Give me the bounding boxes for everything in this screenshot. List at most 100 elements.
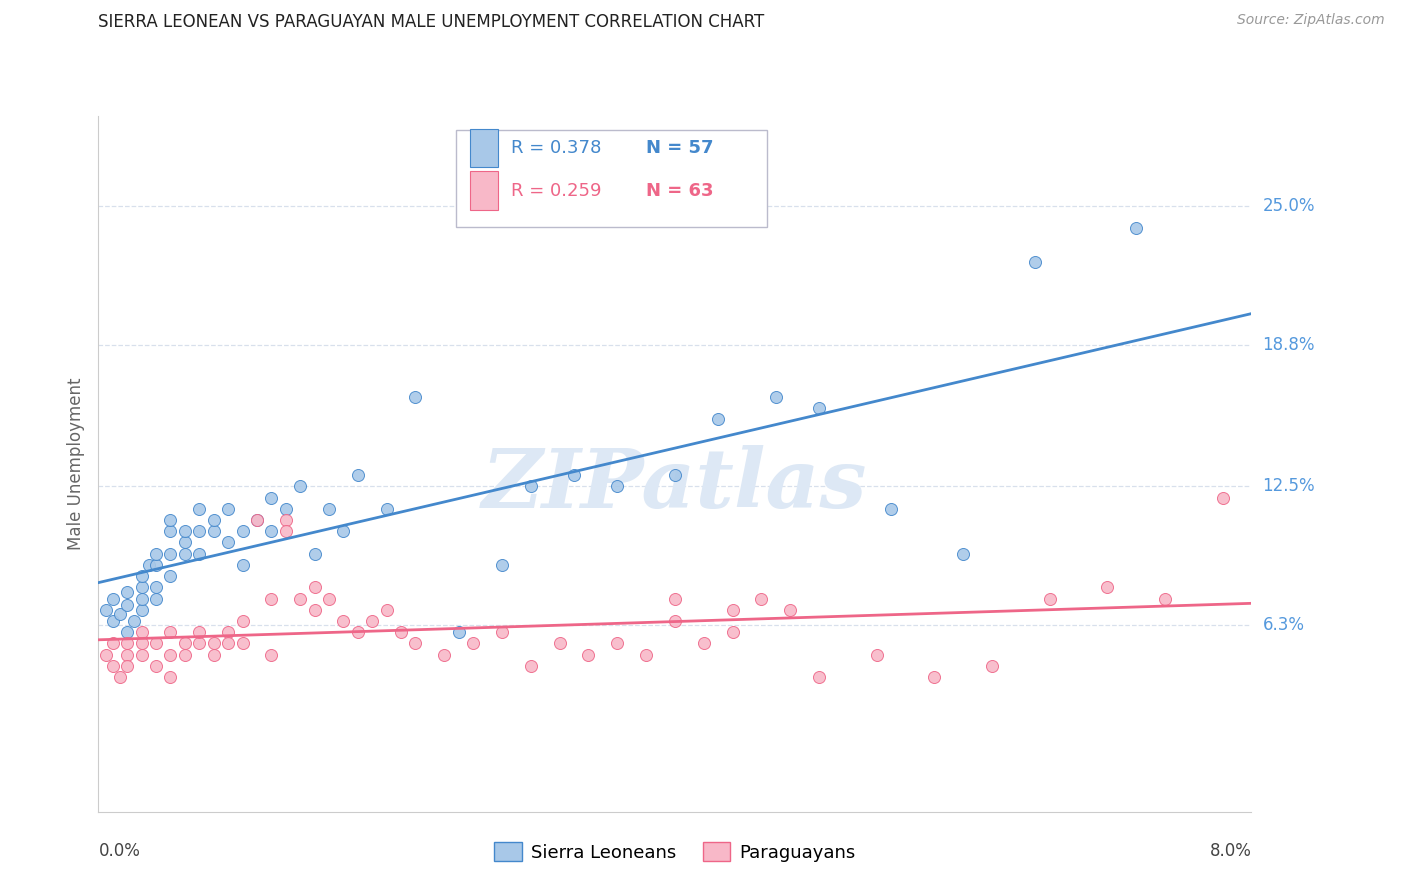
Text: 12.5%: 12.5% <box>1263 477 1315 495</box>
Point <box>188 625 211 640</box>
Text: 8.0%: 8.0% <box>1209 842 1251 860</box>
Point <box>304 547 326 561</box>
Point <box>145 580 167 594</box>
Point <box>693 636 716 650</box>
Point <box>174 524 197 538</box>
Text: N = 63: N = 63 <box>647 182 714 200</box>
Point <box>751 591 773 606</box>
Text: N = 57: N = 57 <box>647 139 714 157</box>
Point <box>217 535 239 549</box>
Point <box>290 479 312 493</box>
Point <box>1097 580 1119 594</box>
Text: Source: ZipAtlas.com: Source: ZipAtlas.com <box>1237 13 1385 28</box>
Point <box>405 636 427 650</box>
Point <box>159 670 181 684</box>
Point <box>117 658 138 673</box>
Point <box>202 636 225 650</box>
Point <box>101 614 124 628</box>
Point <box>174 648 197 662</box>
Point <box>260 591 283 606</box>
Text: R = 0.259: R = 0.259 <box>512 182 602 200</box>
Point <box>159 524 181 538</box>
Point <box>765 390 787 404</box>
FancyBboxPatch shape <box>456 130 768 227</box>
Point <box>174 535 197 549</box>
Point <box>981 658 1004 673</box>
Point <box>447 625 470 640</box>
Point <box>721 603 744 617</box>
Point <box>260 524 283 538</box>
Text: 18.8%: 18.8% <box>1263 336 1315 354</box>
Point <box>389 625 412 640</box>
Point <box>202 524 225 538</box>
Point <box>707 412 730 426</box>
Point <box>519 479 541 493</box>
Point <box>246 513 269 527</box>
Point <box>952 547 974 561</box>
Point <box>274 513 297 527</box>
Point <box>124 614 146 628</box>
Point <box>318 591 340 606</box>
Point <box>260 648 283 662</box>
Point <box>246 513 269 527</box>
Point <box>375 603 398 617</box>
Point <box>606 636 628 650</box>
Point <box>1038 591 1062 606</box>
Point <box>807 401 830 415</box>
Text: SIERRA LEONEAN VS PARAGUAYAN MALE UNEMPLOYMENT CORRELATION CHART: SIERRA LEONEAN VS PARAGUAYAN MALE UNEMPL… <box>98 13 765 31</box>
Point <box>721 625 744 640</box>
Point <box>304 580 326 594</box>
Point <box>433 648 456 662</box>
Point <box>636 648 658 662</box>
Point <box>332 614 354 628</box>
Point <box>405 390 427 404</box>
Point <box>117 584 138 599</box>
Point <box>131 580 153 594</box>
Point <box>880 501 903 516</box>
Point <box>159 625 181 640</box>
Point <box>346 468 368 483</box>
Point <box>1125 221 1147 235</box>
Text: R = 0.378: R = 0.378 <box>512 139 602 157</box>
Text: 6.3%: 6.3% <box>1263 616 1305 634</box>
Point <box>117 599 138 613</box>
Point <box>1153 591 1175 606</box>
Point <box>131 591 153 606</box>
Point <box>101 591 124 606</box>
Point <box>865 648 889 662</box>
Point <box>202 648 225 662</box>
Point <box>361 614 384 628</box>
Point <box>217 625 239 640</box>
Point <box>346 625 368 640</box>
Point <box>231 614 254 628</box>
Point <box>217 636 239 650</box>
Point <box>1024 255 1046 269</box>
Point <box>117 648 138 662</box>
Point <box>304 603 326 617</box>
Point <box>375 501 398 516</box>
Point <box>131 648 153 662</box>
FancyBboxPatch shape <box>470 128 499 167</box>
Point <box>548 636 571 650</box>
Point <box>101 658 124 673</box>
Point <box>159 648 181 662</box>
Point <box>131 625 153 640</box>
Point <box>131 603 153 617</box>
Point <box>145 558 167 572</box>
Text: 0.0%: 0.0% <box>98 842 141 860</box>
Point <box>159 513 181 527</box>
Point <box>188 547 211 561</box>
Point <box>1211 491 1234 505</box>
Point <box>108 670 131 684</box>
Legend: Sierra Leoneans, Paraguayans: Sierra Leoneans, Paraguayans <box>488 835 862 869</box>
Y-axis label: Male Unemployment: Male Unemployment <box>66 377 84 550</box>
Point <box>231 636 254 650</box>
Point <box>664 468 686 483</box>
Point <box>174 636 197 650</box>
Point <box>108 607 131 622</box>
Point <box>924 670 946 684</box>
Point <box>159 547 181 561</box>
Point <box>138 558 160 572</box>
Point <box>332 524 354 538</box>
Point <box>159 569 181 583</box>
